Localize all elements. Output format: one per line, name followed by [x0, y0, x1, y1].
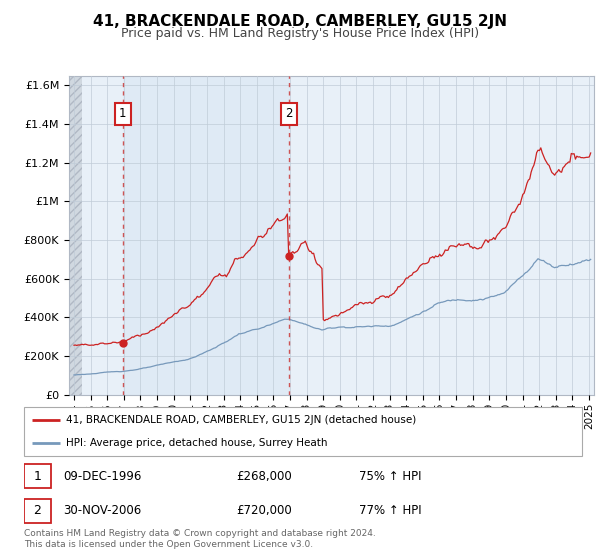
Text: £268,000: £268,000 — [236, 470, 292, 483]
Bar — [123, 76, 290, 395]
Text: Contains HM Land Registry data © Crown copyright and database right 2024.
This d: Contains HM Land Registry data © Crown c… — [24, 529, 376, 549]
Text: 77% ↑ HPI: 77% ↑ HPI — [359, 505, 421, 517]
Text: 41, BRACKENDALE ROAD, CAMBERLEY, GU15 2JN: 41, BRACKENDALE ROAD, CAMBERLEY, GU15 2J… — [93, 14, 507, 29]
Text: 1: 1 — [34, 470, 41, 483]
Text: 41, BRACKENDALE ROAD, CAMBERLEY, GU15 2JN (detached house): 41, BRACKENDALE ROAD, CAMBERLEY, GU15 2J… — [66, 416, 416, 426]
FancyBboxPatch shape — [24, 407, 582, 456]
Text: 1: 1 — [119, 108, 127, 120]
Text: HPI: Average price, detached house, Surrey Heath: HPI: Average price, detached house, Surr… — [66, 438, 328, 448]
Text: £720,000: £720,000 — [236, 505, 292, 517]
Text: 2: 2 — [34, 505, 41, 517]
FancyBboxPatch shape — [24, 499, 51, 523]
Bar — [69, 76, 82, 395]
Text: 09-DEC-1996: 09-DEC-1996 — [63, 470, 142, 483]
FancyBboxPatch shape — [24, 464, 51, 488]
Text: Price paid vs. HM Land Registry's House Price Index (HPI): Price paid vs. HM Land Registry's House … — [121, 27, 479, 40]
Text: 2: 2 — [285, 108, 292, 120]
Text: 30-NOV-2006: 30-NOV-2006 — [63, 505, 142, 517]
Text: 75% ↑ HPI: 75% ↑ HPI — [359, 470, 421, 483]
